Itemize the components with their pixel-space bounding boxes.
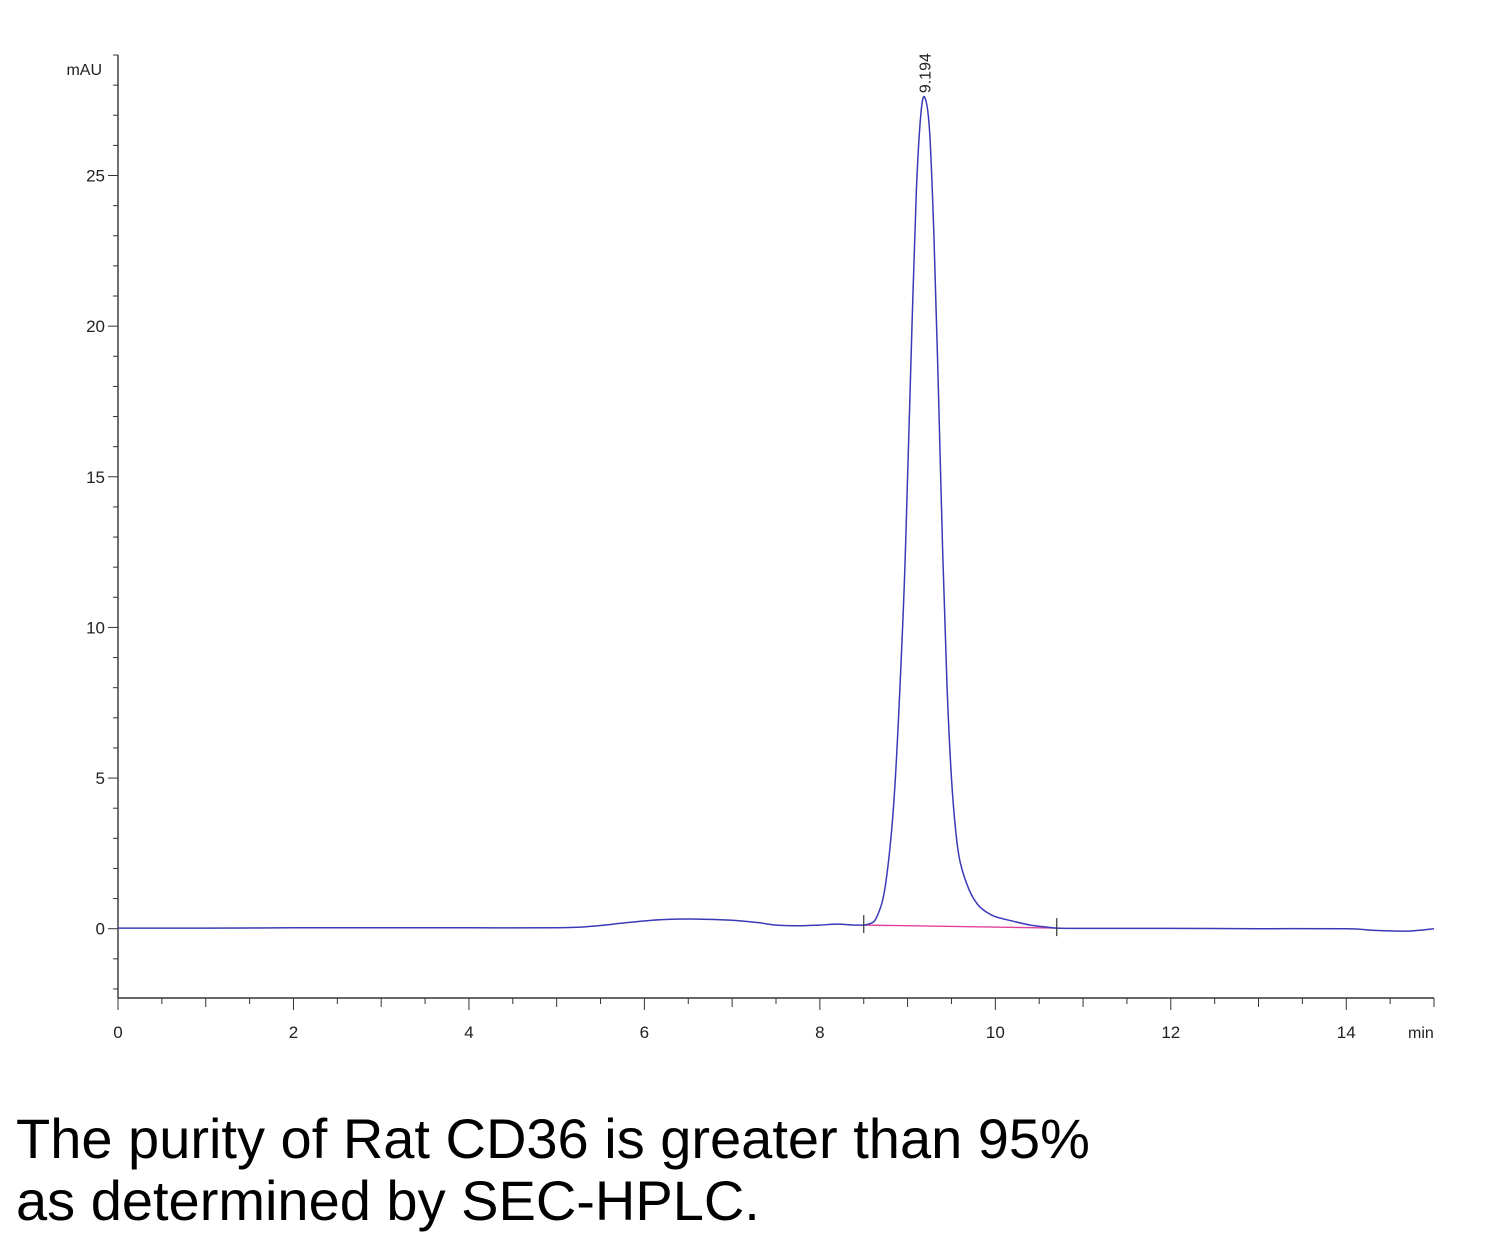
caption-line-1: The purity of Rat CD36 is greater than 9… bbox=[16, 1107, 1090, 1170]
x-axis-unit-label: min bbox=[1408, 1025, 1434, 1042]
y-tick-label: 10 bbox=[86, 618, 105, 637]
x-tick-label: 12 bbox=[1161, 1023, 1180, 1042]
x-tick-label: 8 bbox=[815, 1023, 824, 1042]
x-tick-label: 14 bbox=[1337, 1023, 1356, 1042]
x-axis-ticks: 0 2 4 6 8 10 12 14 bbox=[113, 998, 1435, 1042]
y-tick-label: 5 bbox=[96, 769, 105, 788]
chromatogram-chart: 0 5 10 15 20 25 0 2 4 6 8 10 12 14 mAU min 9.194 bbox=[66, 53, 1435, 1042]
x-tick-label: 2 bbox=[289, 1023, 298, 1042]
x-tick-label: 0 bbox=[113, 1023, 122, 1042]
y-axis-ticks: 0 5 10 15 20 25 bbox=[86, 54, 118, 990]
chromatogram-trace bbox=[117, 95, 1435, 932]
x-tick-label: 6 bbox=[640, 1023, 649, 1042]
x-tick-label: 10 bbox=[986, 1023, 1005, 1042]
chart-caption: The purity of Rat CD36 is greater than 9… bbox=[16, 1108, 1476, 1232]
peak-retention-label: 9.194 bbox=[918, 53, 935, 93]
y-tick-label: 15 bbox=[86, 468, 105, 487]
caption-line-2: as determined by SEC-HPLC. bbox=[16, 1169, 760, 1232]
integration-baseline bbox=[863, 924, 1057, 929]
y-tick-label: 20 bbox=[86, 317, 105, 336]
y-axis-unit-label: mAU bbox=[66, 62, 102, 79]
x-tick-label: 4 bbox=[464, 1023, 473, 1042]
y-tick-label: 0 bbox=[96, 920, 105, 939]
chart-axes bbox=[117, 55, 1434, 999]
y-tick-label: 25 bbox=[86, 167, 105, 186]
peak-annotations: 9.194 bbox=[863, 53, 1058, 937]
